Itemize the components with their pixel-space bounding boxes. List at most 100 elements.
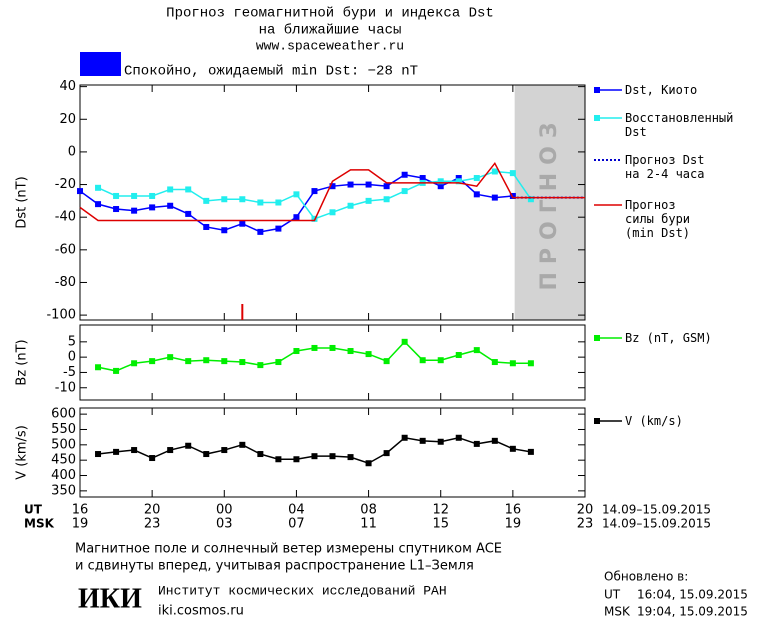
data-point (401, 434, 408, 441)
y-axis-label: V (km/s) (15, 425, 30, 480)
data-point (473, 440, 480, 447)
forecast-region (514, 85, 585, 320)
data-point (149, 455, 156, 462)
data-point (185, 442, 192, 449)
data-point (437, 357, 444, 364)
url: www.spaceweather.ru (256, 38, 404, 53)
plot-frame (79, 407, 586, 498)
x-tick-label: 00 (216, 503, 233, 518)
data-point (185, 186, 192, 193)
y-tick-label: 40 (59, 79, 76, 94)
data-point (257, 199, 264, 206)
updated-label: UT (604, 588, 621, 602)
data-point (437, 178, 444, 185)
x-tick-label: 16 (505, 503, 522, 518)
y-tick-label: 20 (59, 112, 76, 127)
x-tick-label: 12 (432, 503, 449, 518)
data-point (401, 338, 408, 345)
data-point (95, 184, 102, 191)
data-point (275, 199, 282, 206)
data-point (293, 214, 300, 221)
data-point (167, 447, 174, 454)
data-point (329, 344, 336, 351)
data-point (149, 192, 156, 199)
y-tick-label: 350 (51, 483, 76, 498)
data-point (95, 364, 102, 371)
y-axis-label: Dst (nT) (15, 176, 30, 228)
data-point (239, 359, 246, 366)
institute-url: iki.cosmos.ru (158, 604, 244, 619)
x-tick-label: 19 (72, 517, 89, 532)
data-point (347, 348, 354, 355)
x-tick-label: 20 (144, 503, 161, 518)
data-point (437, 438, 444, 445)
data-point (455, 434, 462, 441)
x-tick-label: 16 (72, 503, 89, 518)
x-axis-label: UT (24, 503, 43, 517)
date-range: 14.09–15.09.2015 (602, 503, 711, 517)
y-tick-label: 600 (51, 407, 76, 422)
data-point (221, 227, 228, 234)
data-point (221, 447, 228, 454)
data-point (527, 360, 534, 367)
series-line (97, 170, 532, 220)
data-point (167, 354, 174, 361)
y-tick-label: 550 (51, 422, 76, 437)
legend-label: Bz (nT, GSM) (625, 331, 712, 345)
data-point (329, 183, 336, 190)
legend-label: Прогноз силы бури (min Dst) (625, 198, 691, 240)
x-tick-label: 15 (432, 517, 449, 532)
updated-title: Обновлено в: (604, 570, 688, 584)
data-point (311, 344, 318, 351)
data-point (419, 175, 426, 182)
data-point (473, 175, 480, 182)
updated-time: 19:04, 15.09.2015 (637, 605, 748, 619)
data-point (365, 181, 372, 188)
data-point (419, 437, 426, 444)
data-point (167, 202, 174, 209)
plot-frame (79, 84, 586, 321)
data-point (311, 453, 318, 460)
data-point (401, 171, 408, 178)
data-point (491, 194, 498, 201)
data-point (491, 437, 498, 444)
date-range: 14.09–15.09.2015 (602, 517, 711, 531)
data-point (167, 186, 174, 193)
y-tick-label: 400 (51, 468, 76, 483)
data-point (275, 456, 282, 463)
data-point (329, 453, 336, 460)
data-point (131, 360, 138, 367)
footnote: и сдвинуты вперед, учитывая распростране… (75, 559, 474, 574)
data-point (509, 360, 516, 367)
y-axis-label: Bz (nT) (15, 339, 30, 385)
legend-swatch (594, 115, 600, 121)
data-point (239, 220, 246, 227)
data-point (185, 210, 192, 217)
y-tick-label: -60 (55, 242, 76, 257)
data-point (257, 228, 264, 235)
data-point (383, 183, 390, 190)
status-indicator (80, 52, 121, 76)
data-point (509, 445, 516, 452)
legend-label: Dst, Киото (625, 83, 698, 97)
data-point (95, 201, 102, 208)
data-point (203, 357, 210, 364)
data-point (131, 192, 138, 199)
legend-label: V (km/s) (625, 414, 683, 428)
data-point (491, 168, 498, 175)
data-point (257, 362, 264, 369)
data-point (203, 451, 210, 458)
data-point (311, 188, 318, 195)
y-tick-label: 500 (51, 437, 76, 452)
data-point (293, 191, 300, 198)
data-point (149, 358, 156, 365)
data-point (275, 359, 282, 366)
data-point (131, 207, 138, 214)
x-tick-label: 03 (216, 517, 233, 532)
series-line (97, 436, 532, 465)
data-point (257, 451, 264, 458)
data-point (419, 357, 426, 364)
data-point (113, 192, 120, 199)
legend-label: Восстановленный Dst (625, 111, 734, 139)
logo: ИКИ (78, 583, 142, 614)
